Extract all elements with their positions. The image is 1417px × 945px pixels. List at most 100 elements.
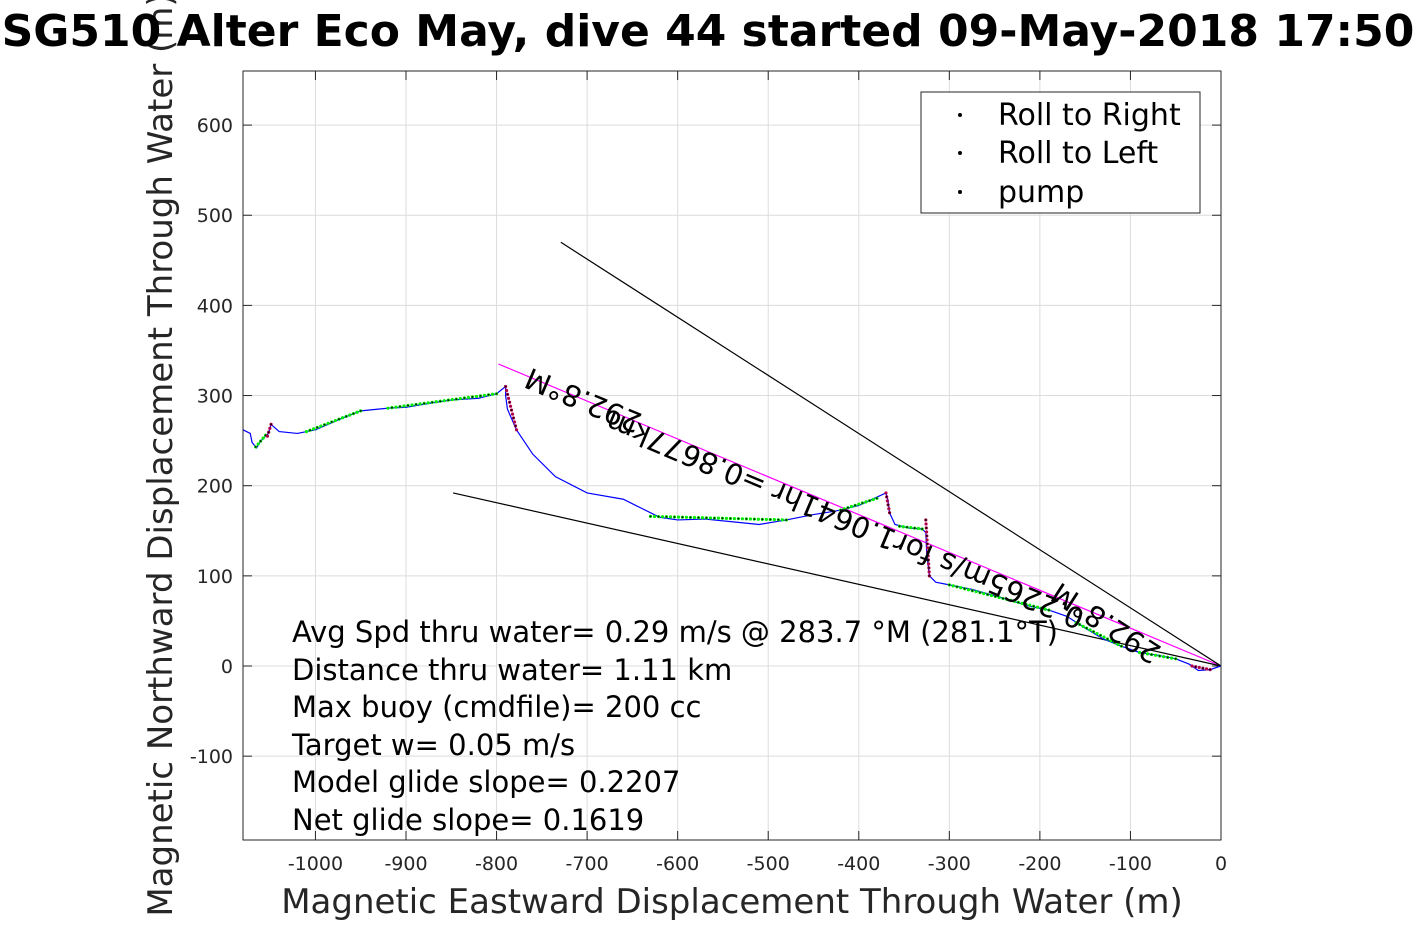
roll-left-point	[885, 499, 889, 503]
roll-right-point	[780, 518, 784, 522]
annotation-max-buoy: Max buoy (cmdfile)= 200 cc	[292, 690, 701, 724]
pump-point	[921, 528, 924, 530]
roll-left-point	[514, 428, 519, 432]
roll-right-point	[434, 400, 438, 404]
roll-left-point	[926, 546, 930, 550]
chart-title: SG510 Alter Eco May, dive 44 started 09-…	[2, 6, 1415, 57]
pump-point	[1048, 609, 1050, 612]
roll-right-point	[901, 525, 905, 529]
pump-point	[1194, 665, 1197, 668]
pump-point	[267, 431, 270, 434]
pump-point	[1158, 655, 1161, 657]
roll-left-point	[504, 388, 509, 393]
pump-point	[1078, 623, 1081, 626]
roll-right-point	[842, 507, 846, 511]
pump-point	[399, 405, 401, 408]
pump-point	[875, 497, 878, 500]
x-tick-label: -600	[656, 853, 699, 875]
pump-point	[657, 515, 660, 518]
roll-right-point	[319, 424, 323, 428]
pump-point	[479, 394, 482, 397]
pump-point	[925, 527, 928, 529]
roll-left-point	[1197, 665, 1201, 670]
roll-right-point	[724, 516, 729, 520]
pump-point	[1209, 668, 1212, 671]
roll-right-point	[982, 592, 986, 596]
roll-left-point	[925, 538, 929, 542]
roll-right-point	[989, 593, 994, 598]
roll-right-point	[1109, 639, 1113, 643]
pump-point	[898, 525, 901, 528]
pump-point	[1120, 645, 1123, 648]
roll-left-point	[884, 491, 888, 495]
roll-right-point	[466, 395, 470, 400]
roll-right-point	[684, 515, 689, 519]
y-axis-label: Magnetic Northward Displacement Through …	[141, 0, 181, 917]
pump-point	[415, 403, 417, 406]
roll-right-point	[871, 497, 875, 502]
roll-left-point	[510, 412, 515, 416]
roll-right-point	[951, 584, 955, 588]
roll-right-point	[261, 436, 265, 440]
roll-right-point	[1043, 607, 1047, 611]
pump-point	[761, 518, 764, 521]
pump-point	[926, 543, 929, 545]
pump-point	[861, 502, 864, 504]
roll-right-point	[1102, 635, 1106, 639]
roll-right-point	[312, 427, 316, 431]
pump-point	[423, 402, 426, 405]
annotation-distance: Distance thru water= 1.11 km	[292, 653, 732, 687]
model-line	[452, 492, 1221, 667]
pump-point	[906, 526, 908, 529]
pump-point	[769, 518, 772, 521]
annotation-net-glide: Net glide slope= 0.1619	[292, 803, 644, 837]
x-tick-label: -200	[1018, 853, 1061, 875]
pump-point	[504, 385, 507, 388]
roll-right-point	[1035, 605, 1040, 609]
x-axis-label: Magnetic Eastward Displacement Through W…	[281, 882, 1183, 922]
roll-right-point	[997, 595, 1001, 600]
roll-right-point	[660, 515, 665, 519]
pump-point	[463, 397, 466, 399]
roll-right-point	[909, 526, 913, 530]
pump-point	[994, 595, 997, 598]
pump-point	[471, 396, 474, 398]
roll-left-point	[924, 530, 929, 534]
y-tick-label: -100	[190, 746, 233, 768]
roll-right-point	[1005, 597, 1009, 602]
chart-marks	[243, 241, 1221, 672]
roll-right-point	[1012, 599, 1017, 603]
roll-right-point	[652, 514, 657, 519]
pump-point	[510, 409, 513, 412]
roll-right-point	[668, 515, 673, 519]
roll-right-point	[394, 405, 398, 409]
pump-point	[259, 440, 262, 442]
roll-right-point	[849, 504, 854, 509]
pump-point	[508, 401, 511, 404]
roll-right-point	[740, 517, 744, 521]
pump-point	[323, 423, 326, 426]
pump-point	[913, 527, 916, 529]
annotation-avg-speed: Avg Spd thru water= 0.29 m/s @ 283.7 °M …	[292, 615, 1058, 649]
pump-point	[1106, 638, 1109, 640]
pump-point	[887, 503, 890, 506]
pump-point	[927, 558, 930, 561]
legend-marker-pump	[958, 190, 962, 194]
roll-right-point	[1028, 603, 1032, 607]
y-tick-label: 400	[197, 295, 233, 317]
roll-left-point	[926, 554, 930, 558]
roll-right-point	[1020, 601, 1024, 605]
roll-right-point	[1162, 655, 1166, 659]
track-line	[243, 385, 1221, 672]
pump-point	[777, 518, 780, 521]
pump-point	[1009, 599, 1012, 602]
annotation-target-w: Target w= 0.05 m/s	[291, 728, 575, 762]
roll-left-point	[508, 404, 513, 408]
annotation-model-glide: Model glide slope= 0.2207	[292, 765, 680, 799]
axes-box	[242, 70, 1222, 841]
roll-right-point	[341, 416, 345, 420]
pump-point	[455, 398, 458, 400]
roll-right-point	[1095, 631, 1099, 636]
y-axis-ticks: -100 0 100 200 300 400 500 600	[190, 115, 1221, 768]
